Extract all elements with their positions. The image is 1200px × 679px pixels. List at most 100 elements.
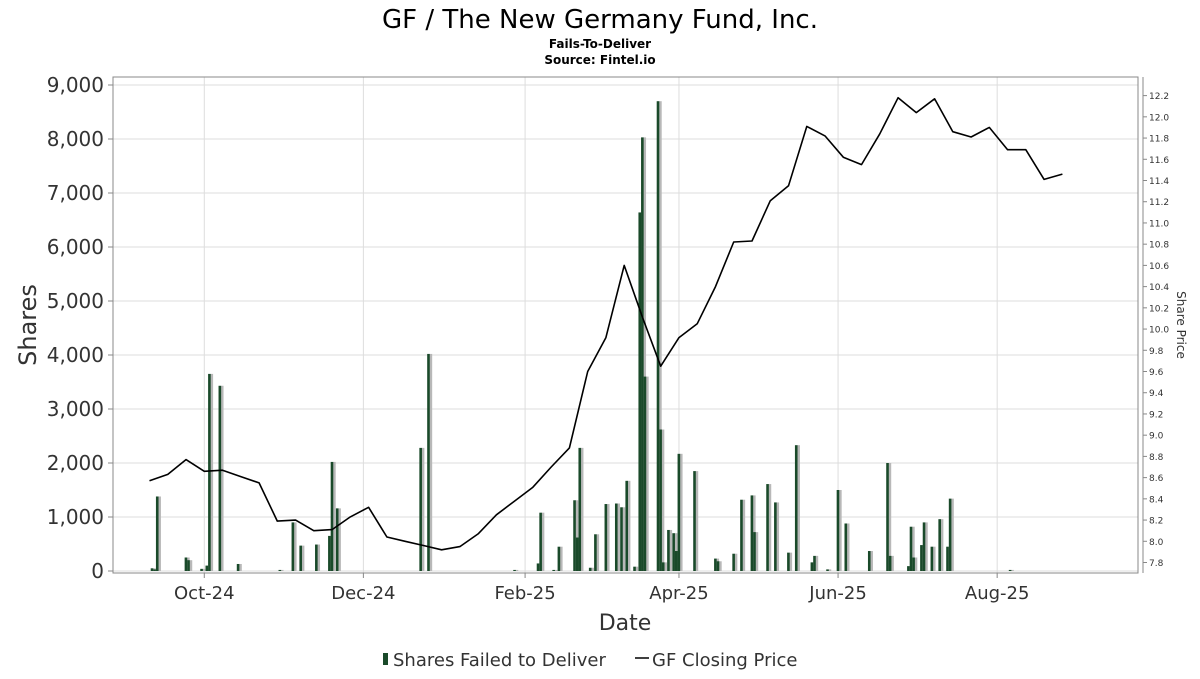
y-tick-label: 7,000: [47, 181, 104, 205]
fail-bar-shadow: [940, 519, 944, 571]
fail-bar-shadow: [755, 532, 759, 571]
fail-bar-shadow: [596, 534, 600, 571]
price-line-series: [149, 96, 1063, 551]
fail-bar-shadow: [669, 529, 673, 571]
y-tick-label: 6,000: [47, 235, 104, 259]
fail-bar: [672, 533, 675, 571]
y-tick-label: 8,000: [47, 127, 104, 151]
fail-bar-shadow: [768, 484, 772, 571]
fail-bar: [930, 546, 934, 571]
fail-bar: [299, 545, 302, 571]
y2-tick-label: 10.4: [1149, 283, 1169, 293]
fail-bar-shadow: [951, 498, 954, 571]
y-tick-label: 4,000: [47, 343, 104, 367]
fail-bar: [787, 552, 790, 571]
y2-tick-label: 9.4: [1149, 389, 1164, 399]
fail-bar: [573, 500, 576, 571]
y2-axis-ticks: 7.8 8.0 8.2 8.4 8.6 8.8 9.0 9.2 9.4 9.6 9.8 10.0 10.…: [1143, 92, 1169, 569]
y2-tick-label: 7.8: [1149, 559, 1164, 569]
fail-bar-shadow: [559, 546, 563, 571]
chart-subtitle: Fails-To-Deliver: [549, 37, 651, 51]
fail-bar: [278, 569, 282, 571]
fail-bar: [208, 373, 211, 571]
fail-bar: [200, 568, 203, 571]
fail-bar-shadow: [789, 552, 793, 571]
fail-bar-shadow: [839, 490, 842, 571]
fail-bar: [604, 504, 608, 571]
y2-tick-label: 8.0: [1149, 538, 1164, 548]
fail-bar-shadow: [301, 545, 305, 571]
fail-bar: [844, 523, 848, 571]
y-tick-label: 1,000: [47, 505, 104, 529]
fail-bar-shadow: [828, 569, 832, 571]
fail-bar-shadow: [591, 567, 594, 571]
fail-bar-shadow: [575, 500, 579, 571]
y-tick-label: 2,000: [47, 451, 104, 475]
fail-bar-shadow: [293, 522, 297, 571]
fail-bar: [886, 463, 889, 571]
x-tick-label: Aug-25: [965, 583, 1030, 604]
fail-bar: [153, 569, 156, 571]
fail-bar: [677, 453, 681, 571]
fail-bar: [774, 502, 777, 571]
fail-bar-shadow: [627, 480, 631, 571]
y2-tick-label: 9.0: [1149, 432, 1164, 442]
fail-bar: [714, 558, 717, 571]
fail-bar-shadow: [239, 563, 242, 571]
fail-bar: [236, 563, 240, 571]
legend-line-label: GF Closing Price: [652, 650, 797, 671]
y-axis-label: Shares: [14, 284, 42, 366]
fail-bar-shadow: [664, 562, 667, 571]
x-axis-label: Date: [599, 611, 652, 636]
x-tick-label: Feb-25: [494, 583, 555, 604]
chart-source: Source: Fintel.io: [544, 53, 655, 67]
y2-tick-label: 10.6: [1149, 262, 1169, 272]
fail-bar-shadow: [606, 504, 610, 571]
fail-bar: [693, 471, 696, 571]
fail-bar: [716, 561, 720, 571]
fail-bar-shadow: [912, 526, 915, 571]
fail-bar: [813, 555, 816, 571]
fail-bar-shadow: [661, 429, 665, 571]
y2-tick-label: 10.0: [1149, 326, 1169, 336]
fail-bar-shadow: [870, 551, 873, 571]
fail-bar: [184, 557, 188, 571]
fail-bar-shadow: [846, 523, 850, 571]
fail-bar: [578, 447, 582, 571]
fail-bar-shadow: [932, 546, 936, 571]
fail-bar: [620, 507, 623, 571]
fail-bar: [315, 544, 318, 571]
fail-bar: [909, 526, 913, 571]
fail-bar: [150, 568, 154, 571]
fail-bar: [946, 546, 949, 571]
y2-tick-label: 12.0: [1149, 113, 1169, 123]
y2-tick-label: 11.2: [1149, 198, 1169, 208]
fail-bar: [867, 551, 871, 571]
fail-bar: [575, 537, 579, 571]
fail-bar-shadow: [742, 499, 746, 571]
y-tick-label: 9,000: [47, 73, 104, 97]
fail-bar: [330, 461, 334, 571]
fail-bar-shadow: [210, 373, 214, 571]
fail-bar: [427, 353, 430, 571]
y2-tick-label: 10.8: [1149, 241, 1169, 251]
fail-bar: [187, 560, 190, 571]
fail-bar-shadow: [338, 508, 341, 571]
fail-bar: [218, 385, 222, 571]
fail-bar-shadow: [914, 557, 918, 571]
fail-bar-shadow: [541, 512, 545, 571]
y-tick-label: 3,000: [47, 397, 104, 421]
fail-bar: [912, 557, 915, 571]
price-line: [149, 96, 1063, 551]
fail-bar: [643, 376, 647, 571]
fail-bar-shadow: [554, 569, 558, 571]
fail-bar-shadow: [635, 566, 639, 571]
fail-bar: [633, 566, 636, 571]
fail-bar: [291, 522, 295, 571]
fail-bar: [335, 508, 339, 571]
y2-tick-label: 8.6: [1149, 474, 1164, 484]
fail-bar: [419, 447, 422, 571]
y2-tick-label: 11.8: [1149, 135, 1169, 145]
fail-bar: [836, 490, 840, 571]
